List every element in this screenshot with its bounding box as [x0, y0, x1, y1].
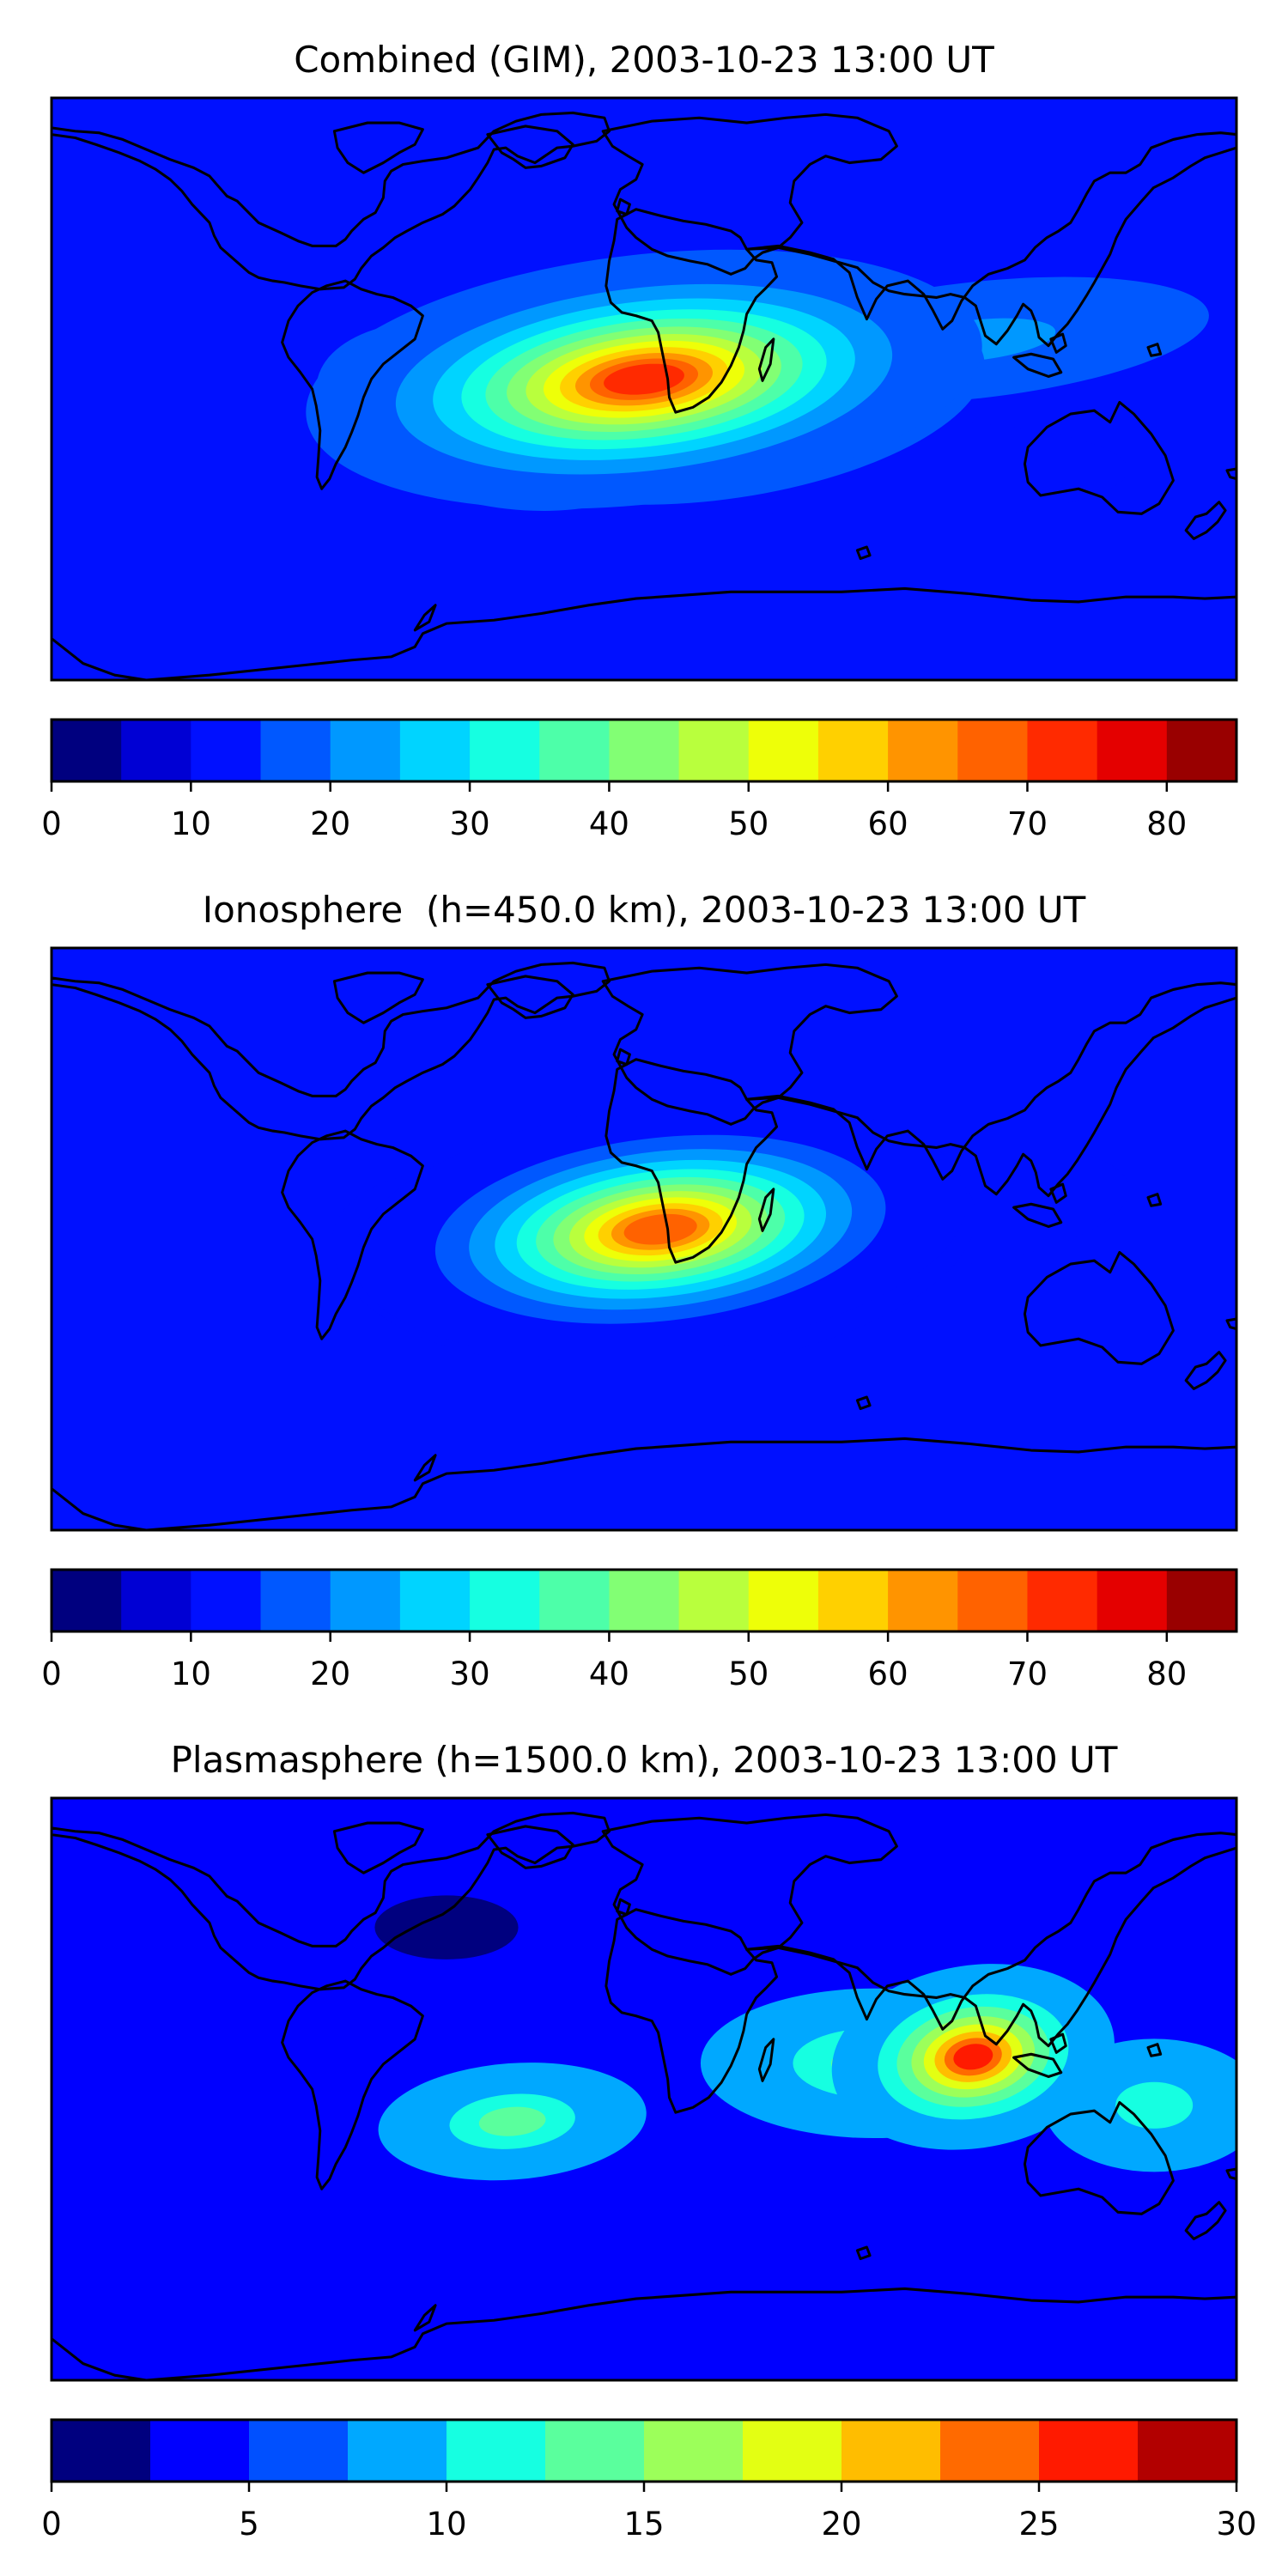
panel-3-contours [240, 1836, 1236, 2181]
colorbar-1-swatch-17 [1166, 720, 1237, 781]
colorbar-3-tick: 15 [623, 2506, 664, 2543]
colorbar-1-tick: 40 [589, 805, 629, 842]
panel-1-contours [306, 249, 1209, 520]
panel-3-frame [50, 1796, 1238, 2382]
colorbar-2-swatch-16 [1097, 1570, 1168, 1631]
colorbar-3-tick: 10 [426, 2506, 466, 2543]
colorbar-2-swatch-10 [678, 1570, 750, 1631]
colorbar-1-swatch-11 [748, 720, 819, 781]
panel-1-title: Combined (GIM), 2003-10-23 13:00 UT [294, 39, 994, 81]
colorbar-2-tick: 30 [450, 1656, 490, 1692]
colorbar-3-swatch-6 [545, 2420, 645, 2482]
colorbar-1-swatch-14 [957, 720, 1028, 781]
colorbar-1-tick: 60 [868, 805, 908, 842]
colorbar-3-swatch-5 [447, 2420, 546, 2482]
colorbar-2-tick: 80 [1146, 1656, 1187, 1692]
colorbar-1-tick: 30 [450, 805, 490, 842]
colorbar-2-swatch-12 [817, 1570, 889, 1631]
panel-2-feature-4-level-12 [623, 1213, 697, 1245]
colorbar-1-swatch-1 [52, 720, 122, 781]
colorbar-3-swatch-8 [743, 2420, 842, 2482]
panel-3-feature-1-level-2 [374, 1895, 519, 1959]
panel-1-map [52, 98, 1236, 680]
panel-3-map [52, 1798, 1236, 2380]
colorbar-1-swatch-4 [260, 720, 331, 781]
colorbar-1-tick: 80 [1146, 805, 1187, 842]
panel-1-frame [50, 96, 1238, 682]
panel-1-colorbar [50, 718, 1238, 792]
colorbar-3-tick: 30 [1216, 2506, 1256, 2543]
colorbar-1-tick: 50 [728, 805, 769, 842]
panel-2-colorbar [50, 1568, 1238, 1642]
colorbar-1-swatch-2 [121, 720, 191, 781]
colorbar-3-tick: 25 [1018, 2506, 1059, 2543]
colorbar-2-tick: 20 [310, 1656, 350, 1692]
colorbar-1-swatch-16 [1097, 720, 1168, 781]
colorbar-1-swatch-15 [1027, 720, 1098, 781]
colorbar-1-swatch-10 [678, 720, 750, 781]
colorbar-2-swatch-15 [1027, 1570, 1098, 1631]
panel-3-colorbar-ticks: 0 5 10 15 20 25 30 [41, 2506, 1256, 2543]
colorbar-3-swatch-11 [1039, 2420, 1139, 2482]
colorbar-2-swatch-7 [470, 1570, 540, 1631]
colorbar-1-tick: 20 [310, 805, 350, 842]
colorbar-1-swatch-13 [888, 720, 958, 781]
colorbar-3-swatch-7 [644, 2420, 744, 2482]
colorbar-2-tick: 0 [41, 1656, 62, 1692]
colorbar-1-swatch-5 [330, 720, 401, 781]
colorbar-3-tick: 20 [821, 2506, 861, 2543]
colorbar-1-swatch-12 [817, 720, 889, 781]
colorbar-2-swatch-6 [399, 1570, 471, 1631]
colorbar-2-tick: 50 [728, 1656, 769, 1692]
panel-3-feature-4-level-3 [478, 2106, 546, 2136]
colorbar-2-tick: 10 [171, 1656, 211, 1692]
panel-2-title: Ionosphere (h=450.0 km), 2003-10-23 13:0… [203, 889, 1086, 931]
colorbar-2-swatch-13 [888, 1570, 958, 1631]
colorbar-2-swatch-1 [52, 1570, 122, 1631]
colorbar-1-tick: 10 [171, 805, 211, 842]
colorbar-3-tick: 5 [239, 2506, 259, 2543]
colorbar-1-swatch-9 [609, 720, 680, 781]
colorbar-2-swatch-11 [748, 1570, 819, 1631]
colorbar-1-swatch-3 [191, 720, 262, 781]
colorbar-1-swatch-6 [399, 720, 471, 781]
colorbar-3-swatch-9 [841, 2420, 941, 2482]
panel-1-colorbar-ticks: 0 10 20 30 40 50 60 70 80 [41, 805, 1187, 842]
colorbar-2-swatch-3 [191, 1570, 262, 1631]
colorbar-2-swatch-5 [330, 1570, 401, 1631]
colorbar-2-frame [50, 1568, 1238, 1633]
panel-2-frame [50, 946, 1238, 1532]
colorbar-2-tick: 40 [589, 1656, 629, 1692]
panel-2-map [52, 948, 1236, 1530]
colorbar-3-tick: 0 [41, 2506, 62, 2543]
colorbar-2-tick: 70 [1007, 1656, 1048, 1692]
colorbar-1-tick: 70 [1007, 805, 1048, 842]
colorbar-2-swatch-8 [539, 1570, 610, 1631]
panel-3-feature-2-level-2 [1115, 2081, 1194, 2129]
panel-2-contours [331, 1100, 1130, 1372]
colorbar-3-swatch-2 [150, 2420, 250, 2482]
colorbar-1-swatch-8 [539, 720, 610, 781]
colorbar-2-tick: 60 [868, 1656, 908, 1692]
panel-3-colorbar [50, 2418, 1238, 2492]
colorbar-1-swatch-7 [470, 720, 540, 781]
panel-2-colorbar-ticks: 0 10 20 30 40 50 60 70 80 [41, 1656, 1187, 1692]
colorbar-2-swatch-2 [121, 1570, 191, 1631]
colorbar-3-swatch-1 [52, 2420, 151, 2482]
colorbar-3-swatch-4 [348, 2420, 447, 2482]
panel-1-feature-5-level-12 [604, 363, 684, 395]
colorbar-3-swatch-12 [1138, 2420, 1237, 2482]
colorbar-3-swatch-10 [940, 2420, 1040, 2482]
colorbar-2-swatch-17 [1166, 1570, 1237, 1631]
colorbar-1-frame [50, 718, 1238, 783]
panel-3-title: Plasmasphere (h=1500.0 km), 2003-10-23 1… [171, 1739, 1118, 1781]
colorbar-2-swatch-9 [609, 1570, 680, 1631]
colorbar-2-swatch-4 [260, 1570, 331, 1631]
colorbar-1-tick: 0 [41, 805, 62, 842]
panel-3-feature-5-level-8 [953, 2044, 993, 2070]
colorbar-3-swatch-3 [249, 2420, 349, 2482]
colorbar-2-swatch-14 [957, 1570, 1028, 1631]
